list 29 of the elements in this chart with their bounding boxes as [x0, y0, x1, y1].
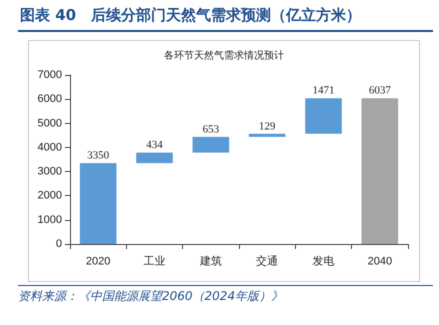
bar: [136, 152, 173, 164]
y-tick-label: 0: [56, 238, 62, 250]
bar: [80, 163, 116, 244]
data-label: 3350: [87, 150, 110, 162]
y-tick-label: 7000: [38, 69, 62, 81]
y-tick-label: 3000: [38, 166, 62, 178]
text: 资料来源：《中国能源展望2060（2024年版）》: [18, 288, 284, 305]
x-tick-label: 发电: [312, 254, 334, 268]
bar: [192, 136, 230, 153]
bar: [362, 98, 398, 244]
data-label: 6037: [368, 84, 392, 97]
y-tick-label: 2000: [38, 190, 62, 202]
data-label: 653: [202, 123, 220, 136]
x-tick-label: 2020: [86, 256, 110, 268]
x-tick-label: 建筑: [198, 254, 222, 268]
chart-subtitle: 各环节天然气需求情况预计: [164, 50, 284, 62]
y-tick-label: 6000: [38, 93, 62, 106]
data-label: 129: [258, 120, 276, 132]
y-tick-label: 1000: [38, 214, 62, 226]
chart-title: 图表 40 后续分部门天然气需求预测（亿立方米）: [20, 6, 362, 25]
x-tick-label: 交通: [256, 254, 278, 268]
data-label: 434: [146, 139, 164, 152]
bar: [305, 98, 342, 134]
x-tick-label: 工业: [144, 254, 166, 268]
bar: [248, 134, 286, 137]
y-tick-label: 5000: [38, 117, 62, 130]
y-tick-label: 4000: [38, 141, 62, 154]
data-label: 1471: [312, 84, 334, 97]
x-tick-label: 2040: [368, 256, 392, 268]
